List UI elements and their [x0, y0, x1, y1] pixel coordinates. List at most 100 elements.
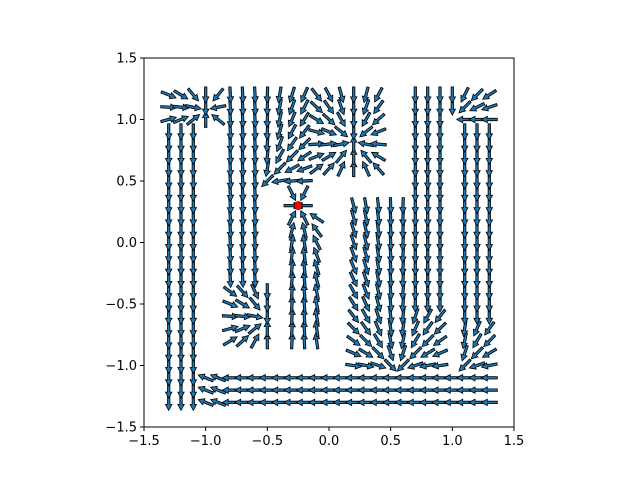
y-axis: −1.5 −1.0 −0.5 0.0 0.5 1.0 1.5 [105, 52, 144, 436]
x-tick-label: −1.5 [128, 434, 160, 449]
field-arrow [411, 86, 420, 104]
field-arrow [371, 112, 386, 126]
y-tick-label: −0.5 [105, 298, 137, 313]
y-tick-label: 1.5 [116, 52, 137, 67]
field-arrow [458, 358, 472, 372]
field-arrow [263, 319, 272, 338]
field-arrow [312, 283, 321, 301]
field-arrow [448, 86, 457, 104]
field-arrow [420, 347, 436, 358]
field-arrow [275, 135, 285, 153]
field-arrow [398, 332, 407, 350]
field-arrow [235, 284, 249, 299]
field-arrow [371, 346, 385, 360]
field-arrow [399, 197, 407, 215]
field-arrow [360, 149, 373, 164]
field-arrow [372, 162, 386, 176]
field-arrow [308, 113, 325, 125]
field-arrow [396, 358, 411, 372]
field-arrow [320, 140, 338, 148]
field-arrow [350, 197, 358, 215]
field-arrow [312, 332, 321, 350]
field-arrow [398, 344, 408, 362]
field-arrow [369, 361, 387, 370]
field-arrow [406, 361, 424, 370]
field-arrow [358, 333, 373, 348]
field-arrow [300, 98, 310, 116]
field-arrow [308, 140, 326, 148]
field-arrow [250, 283, 260, 300]
field-arrow [374, 86, 384, 103]
field-arrow [284, 163, 301, 173]
field-arrow [348, 271, 358, 288]
field-arrow [359, 320, 372, 336]
field-arrow [312, 246, 322, 264]
field-arrow [275, 123, 284, 141]
field-arrow [308, 152, 325, 162]
field-arrow [422, 320, 434, 336]
field-arrow [349, 209, 358, 227]
field-arrow [186, 87, 200, 102]
field-arrow [399, 221, 407, 240]
field-arrow [362, 246, 371, 264]
field-arrow [481, 88, 498, 100]
field-arrow [373, 99, 385, 115]
field-arrow [360, 308, 371, 325]
field-arrow [399, 270, 407, 289]
y-tick-label: 0.5 [116, 175, 137, 190]
field-arrow [399, 234, 407, 252]
field-arrow [288, 221, 297, 239]
field-arrow [275, 86, 284, 104]
field-arrow [370, 127, 387, 136]
field-arrow [295, 177, 313, 185]
field-arrow [211, 113, 226, 126]
arrow-field [160, 86, 498, 412]
field-arrow [296, 150, 313, 162]
field-arrow [398, 320, 407, 338]
field-arrow [201, 86, 210, 104]
field-arrow [423, 308, 434, 325]
field-arrow [399, 246, 407, 264]
field-arrow [209, 373, 227, 383]
field-arrow [485, 123, 494, 141]
field-arrow [247, 323, 262, 336]
field-arrow [285, 149, 300, 163]
field-arrow [361, 98, 371, 116]
field-arrow [336, 98, 346, 116]
field-arrow [312, 270, 321, 288]
field-arrow [309, 213, 325, 224]
field-arrow [460, 123, 469, 141]
field-arrow [386, 197, 395, 215]
field-arrow [399, 209, 407, 227]
field-arrow [275, 148, 286, 165]
field-arrow [347, 296, 359, 312]
field-arrow [436, 86, 444, 104]
field-arrow [248, 296, 261, 311]
field-arrow [346, 321, 360, 335]
field-arrow [480, 102, 498, 112]
field-arrow [212, 87, 225, 102]
field-arrow [349, 221, 358, 239]
field-arrow [172, 89, 189, 100]
field-arrow [234, 324, 251, 334]
field-arrow [321, 112, 336, 126]
field-arrow [298, 124, 311, 139]
field-arrow [480, 398, 498, 407]
field-arrow [322, 162, 335, 176]
y-tick-label: 1.0 [116, 113, 137, 128]
field-arrow [374, 295, 383, 313]
field-arrow [410, 332, 422, 349]
field-arrow [361, 283, 371, 300]
field-arrow [369, 140, 387, 148]
field-arrow [374, 197, 383, 215]
field-arrow [251, 86, 259, 104]
field-arrow [273, 161, 287, 176]
field-arrow [309, 100, 324, 114]
field-arrow [263, 98, 272, 117]
field-arrow [359, 125, 374, 138]
field-arrow [226, 86, 235, 104]
field-arrow [275, 98, 284, 116]
field-arrow [160, 90, 177, 100]
field-arrow [300, 270, 309, 288]
x-tick-label: 1.5 [504, 434, 525, 449]
